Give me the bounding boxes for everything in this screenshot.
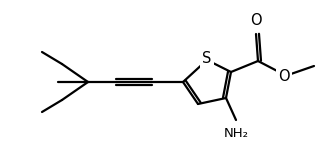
Text: O: O (250, 12, 262, 28)
Text: S: S (202, 50, 212, 66)
Text: NH₂: NH₂ (223, 127, 248, 140)
Text: O: O (278, 69, 290, 83)
